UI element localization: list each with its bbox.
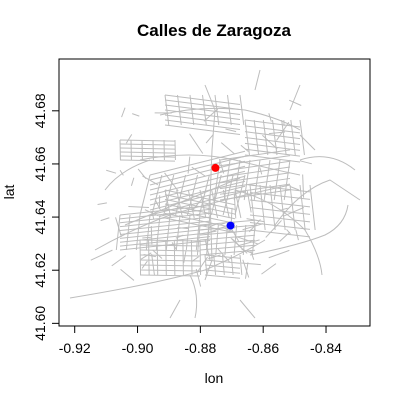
x-tick-label: -0.84 <box>310 340 342 356</box>
street-segment <box>273 120 277 155</box>
street-segment <box>178 95 182 125</box>
street-segment <box>205 270 240 273</box>
street-segment <box>221 143 234 154</box>
street-segment <box>122 108 126 117</box>
street-segment <box>300 161 312 164</box>
street-segment <box>250 200 310 207</box>
street-segment <box>241 145 248 151</box>
street-segment <box>200 245 255 250</box>
street-segment <box>231 208 232 223</box>
street-segment <box>310 185 315 230</box>
x-axis: -0.92 -0.90 -0.88 -0.86 -0.84 <box>59 326 342 356</box>
y-tick-label: 41.68 <box>32 93 48 128</box>
street-segment <box>183 240 184 275</box>
street-segment <box>226 129 237 132</box>
street-segment <box>245 138 300 145</box>
street-segment <box>284 160 290 200</box>
street-segment <box>98 203 107 205</box>
street-segment <box>255 70 315 150</box>
street-segment <box>112 256 126 266</box>
street-network <box>70 70 360 318</box>
street-segment <box>140 275 200 276</box>
chart-title: Calles de Zaragoza <box>137 21 292 40</box>
street-segment <box>101 218 110 221</box>
street-segment <box>165 173 179 191</box>
street-segment <box>245 262 247 278</box>
x-axis-label: lon <box>205 370 224 386</box>
street-segment <box>140 175 150 215</box>
street-segment <box>280 185 285 230</box>
street-segment <box>166 240 167 275</box>
street-segment <box>235 190 322 275</box>
y-axis-label: lat <box>1 185 17 200</box>
street-segment <box>275 180 360 225</box>
street-segment <box>128 207 149 208</box>
street-segment <box>106 170 116 173</box>
street-segment <box>228 95 232 125</box>
street-segment <box>250 230 310 237</box>
x-tick-label: -0.88 <box>184 340 216 356</box>
street-segment <box>254 120 258 155</box>
street-segment <box>121 269 134 280</box>
street-segment <box>261 264 276 274</box>
street-segment <box>190 134 203 154</box>
street-segment <box>91 250 113 260</box>
street-segment <box>170 300 255 318</box>
street-segment <box>132 114 139 117</box>
street-segment <box>120 152 175 153</box>
location-marker <box>227 222 235 230</box>
street-segment <box>303 174 304 197</box>
street-segment <box>120 144 175 145</box>
street-segment <box>220 167 290 177</box>
street-segment <box>220 173 290 183</box>
street-segment <box>150 191 245 215</box>
street-segment <box>205 275 240 278</box>
street-segment <box>142 176 158 185</box>
street-segment <box>269 250 290 257</box>
plot-frame <box>59 59 370 326</box>
y-tick-label: 41.64 <box>32 199 48 234</box>
street-segment <box>240 255 242 275</box>
x-tick-label: -0.86 <box>247 340 279 356</box>
street-segment <box>290 185 295 230</box>
y-tick-label: 41.66 <box>32 146 48 181</box>
street-segment <box>70 240 265 298</box>
y-tick-label: 41.60 <box>32 306 48 341</box>
street-segment <box>165 115 240 124</box>
street-segment <box>151 226 152 244</box>
street-segment <box>190 275 197 318</box>
street-segment <box>266 220 282 237</box>
street-segment <box>174 240 175 275</box>
x-tick-label: -0.92 <box>59 340 91 356</box>
street-segment <box>289 100 301 105</box>
street-segment <box>120 148 175 149</box>
x-tick-label: -0.90 <box>122 340 154 356</box>
street-segment <box>142 237 151 238</box>
location-marker <box>211 164 219 172</box>
street-segment <box>234 225 237 255</box>
street-segment <box>165 120 240 129</box>
y-tick-label: 41.62 <box>32 252 48 287</box>
street-segment <box>186 215 190 250</box>
street-segment <box>248 185 256 186</box>
street-segment <box>191 240 192 275</box>
street-segment <box>157 240 158 275</box>
street-segment <box>131 178 133 186</box>
street-segment <box>120 221 210 230</box>
y-axis: 41.60 41.62 41.64 41.66 41.68 <box>32 93 59 341</box>
